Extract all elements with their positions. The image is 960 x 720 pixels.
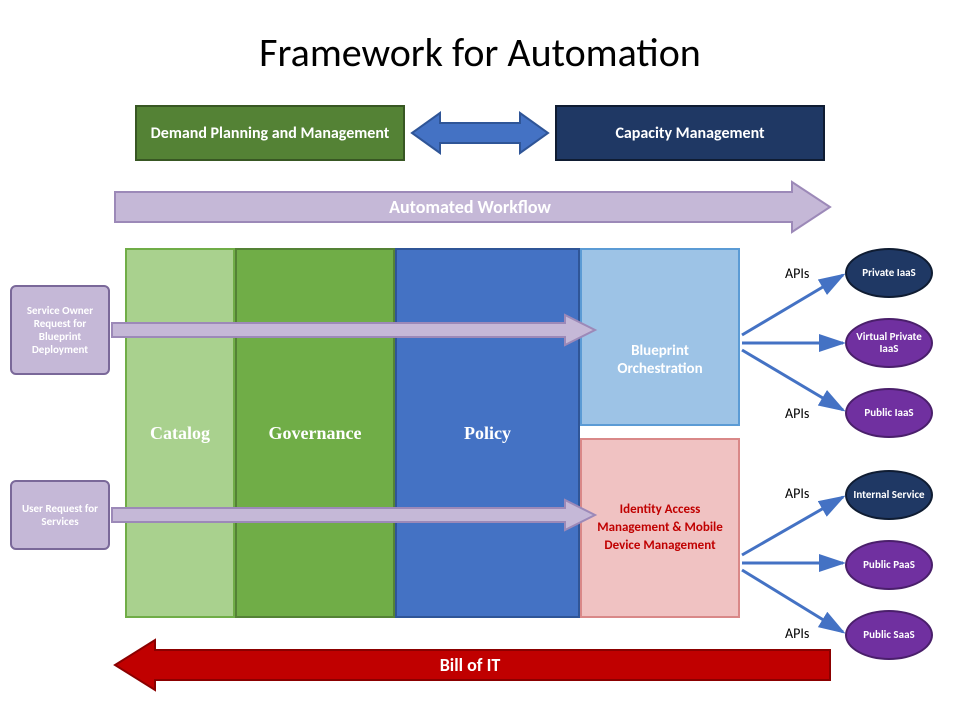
blueprint-label: Blueprint Orchestration (588, 342, 732, 418)
api-label-2: APIs (785, 485, 809, 502)
policy-column: Policy (395, 248, 580, 618)
ellipse-label-5: Public SaaS (863, 629, 914, 641)
ellipse-private-iaas: Private IaaS (845, 248, 933, 298)
ellipse-virtual-private-iaas: Virtual Private IaaS (845, 318, 933, 368)
owner-request-label: Service Owner Request for Blueprint Depl… (16, 304, 104, 356)
ellipse-label-2: Public IaaS (864, 407, 913, 419)
governance-label: Governance (269, 423, 362, 444)
api-label-1: APIs (785, 405, 809, 422)
capacity-label: Capacity Management (615, 124, 764, 143)
api-label-3: APIs (785, 625, 809, 642)
ellipse-label-1: Virtual Private IaaS (847, 331, 931, 355)
bill-arrow-icon: Bill of IT (115, 640, 830, 690)
identity-label: Identity Access Management & Mobile Devi… (590, 501, 730, 556)
capacity-box: Capacity Management (555, 105, 825, 161)
arrow-id-1 (742, 497, 843, 555)
catalog-column: Catalog (125, 248, 235, 618)
workflow-arrow-icon: Automated Workflow (115, 182, 830, 232)
bill-text: Bill of IT (440, 654, 501, 676)
ellipse-internal-service: Internal Service (845, 470, 933, 520)
ellipse-label-0: Private IaaS (862, 267, 916, 279)
policy-label: Policy (464, 423, 511, 444)
ellipse-public-saas: Public SaaS (845, 610, 933, 660)
arrow-bp-1 (742, 275, 843, 335)
arrow-bp-3 (742, 350, 843, 410)
catalog-label: Catalog (150, 423, 210, 444)
user-request-label: User Request for Services (16, 502, 104, 528)
identity-box: Identity Access Management & Mobile Devi… (580, 438, 740, 618)
ellipse-public-iaas: Public IaaS (845, 388, 933, 438)
owner-request-box: Service Owner Request for Blueprint Depl… (10, 285, 110, 375)
governance-column: Governance (235, 248, 395, 618)
api-label-0: APIs (785, 265, 809, 282)
user-request-box: User Request for Services (10, 480, 110, 550)
page-title: Framework for Automation (0, 28, 960, 77)
demand-box: Demand Planning and Management (135, 105, 405, 161)
arrow-id-3 (742, 570, 843, 632)
blueprint-box: Blueprint Orchestration (580, 248, 740, 426)
ellipse-public-paas: Public PaaS (845, 540, 933, 590)
ellipse-label-3: Internal Service (853, 489, 924, 501)
workflow-text: Automated Workflow (389, 196, 551, 218)
demand-label: Demand Planning and Management (151, 124, 390, 143)
ellipse-label-4: Public PaaS (863, 559, 915, 571)
